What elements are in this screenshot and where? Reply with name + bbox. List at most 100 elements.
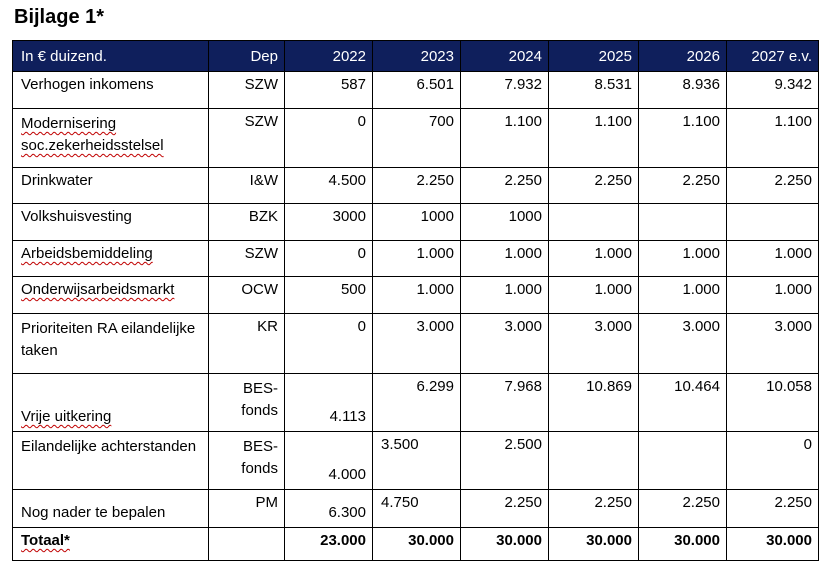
total-2022: 23.000 xyxy=(284,527,373,561)
cell-2022: 6.300 xyxy=(328,504,366,521)
cell-2022: 4.113 xyxy=(329,408,366,425)
table-row: Modernisering soc.zekerheidsstelsel SZW … xyxy=(12,108,819,168)
cell-2024: 1000 xyxy=(460,203,549,241)
cell-2024: 1.100 xyxy=(460,108,549,168)
header-2027: 2027 e.v. xyxy=(726,40,819,72)
table-row: Nog nader te bepalen PM 6.300 4.750 2.25… xyxy=(12,489,819,528)
header-dep: Dep xyxy=(208,40,285,72)
total-label: Totaal* xyxy=(21,532,70,549)
cell-2026: 8.936 xyxy=(638,71,727,109)
row-dep: SZW xyxy=(208,71,285,109)
cell-2023: 1000 xyxy=(372,203,461,241)
cell-2022: 4.500 xyxy=(284,167,373,204)
cell-2023: 2.250 xyxy=(372,167,461,204)
row-dep: OCW xyxy=(208,276,285,314)
cell-2023: 1.000 xyxy=(372,276,461,314)
total-2024: 30.000 xyxy=(460,527,549,561)
cell-2025: 1.000 xyxy=(548,276,639,314)
cell-2025 xyxy=(548,431,639,490)
table-row: Verhogen inkomens SZW 587 6.501 7.932 8.… xyxy=(12,71,819,109)
cell-2027: 2.250 xyxy=(726,167,819,204)
table-row: Drinkwater I&W 4.500 2.250 2.250 2.250 2… xyxy=(12,167,819,204)
header-description: In € duizend. xyxy=(12,40,209,72)
row-name: Arbeidsbemiddeling xyxy=(21,245,153,262)
cell-2025: 2.250 xyxy=(548,489,639,528)
cell-2026: 1.000 xyxy=(638,240,727,277)
cell-2026: 10.464 xyxy=(638,373,727,432)
cell-2027: 1.000 xyxy=(726,276,819,314)
cell-2022: 3000 xyxy=(284,203,373,241)
header-2024: 2024 xyxy=(460,40,549,72)
cell-2026: 2.250 xyxy=(638,167,727,204)
row-name: Drinkwater xyxy=(12,167,209,204)
table-row: Eilandelijke achterstanden BES-fonds 4.0… xyxy=(12,431,819,490)
cell-2023: 3.500 xyxy=(372,431,461,490)
cell-2027: 9.342 xyxy=(726,71,819,109)
cell-2023: 6.299 xyxy=(372,373,461,432)
row-dep: BES-fonds xyxy=(208,431,285,490)
cell-2023: 1.000 xyxy=(372,240,461,277)
total-dep xyxy=(208,527,285,561)
cell-2024: 7.968 xyxy=(460,373,549,432)
cell-2024: 3.000 xyxy=(460,313,549,374)
table-row: Volkshuisvesting BZK 3000 1000 1000 xyxy=(12,203,819,241)
cell-2022: 0 xyxy=(284,240,373,277)
page-title: Bijlage 1* xyxy=(14,6,105,28)
cell-2027: 0 xyxy=(726,431,819,490)
row-name: Vrije uitkering xyxy=(21,408,112,425)
cell-2026 xyxy=(638,431,727,490)
table-row: Arbeidsbemiddeling SZW 0 1.000 1.000 1.0… xyxy=(12,240,819,277)
row-dep: SZW xyxy=(208,108,285,168)
cell-2025: 8.531 xyxy=(548,71,639,109)
cell-2027: 2.250 xyxy=(726,489,819,528)
cell-2025: 1.100 xyxy=(548,108,639,168)
cell-2027: 1.100 xyxy=(726,108,819,168)
cell-2023: 6.501 xyxy=(372,71,461,109)
cell-2027: 3.000 xyxy=(726,313,819,374)
header-2022: 2022 xyxy=(284,40,373,72)
total-2023: 30.000 xyxy=(372,527,461,561)
cell-2025: 3.000 xyxy=(548,313,639,374)
row-dep: SZW xyxy=(208,240,285,277)
cell-2024: 2.500 xyxy=(460,431,549,490)
cell-2023: 700 xyxy=(372,108,461,168)
row-name: Onderwijsarbeidsmarkt xyxy=(21,281,175,298)
cell-2022: 500 xyxy=(284,276,373,314)
row-dep: BZK xyxy=(208,203,285,241)
total-2027: 30.000 xyxy=(726,527,819,561)
cell-2022: 4.000 xyxy=(328,466,366,483)
cell-2023: 3.000 xyxy=(372,313,461,374)
row-name: Nog nader te bepalen xyxy=(21,504,166,521)
total-2026: 30.000 xyxy=(638,527,727,561)
cell-2024: 2.250 xyxy=(460,167,549,204)
cell-2025: 2.250 xyxy=(548,167,639,204)
cell-2022: 0 xyxy=(284,108,373,168)
cell-2026 xyxy=(638,203,727,241)
cell-2027: 10.058 xyxy=(726,373,819,432)
cell-2025 xyxy=(548,203,639,241)
cell-2026: 1.100 xyxy=(638,108,727,168)
cell-2026: 3.000 xyxy=(638,313,727,374)
header-2023: 2023 xyxy=(372,40,461,72)
row-dep: KR xyxy=(208,313,285,374)
cell-2024: 7.932 xyxy=(460,71,549,109)
row-dep: BES-fonds xyxy=(208,373,285,432)
table-header-row: In € duizend. Dep 2022 2023 2024 2025 20… xyxy=(12,40,819,72)
cell-2023: 4.750 xyxy=(372,489,461,528)
cell-2025: 1.000 xyxy=(548,240,639,277)
cell-2024: 1.000 xyxy=(460,276,549,314)
row-name: Modernisering soc.zekerheidsstelsel xyxy=(21,115,164,154)
cell-2022: 587 xyxy=(284,71,373,109)
cell-2022: 0 xyxy=(284,313,373,374)
table-row: Vrije uitkering BES-fonds 4.113 6.299 7.… xyxy=(12,373,819,432)
total-2025: 30.000 xyxy=(548,527,639,561)
header-2025: 2025 xyxy=(548,40,639,72)
header-2026: 2026 xyxy=(638,40,727,72)
row-dep: PM xyxy=(208,489,285,528)
row-name: Verhogen inkomens xyxy=(12,71,209,109)
table-total-row: Totaal* 23.000 30.000 30.000 30.000 30.0… xyxy=(12,527,819,561)
row-name: Eilandelijke achterstanden xyxy=(12,431,209,490)
cell-2027: 1.000 xyxy=(726,240,819,277)
row-name: Volkshuisvesting xyxy=(12,203,209,241)
cell-2025: 10.869 xyxy=(548,373,639,432)
